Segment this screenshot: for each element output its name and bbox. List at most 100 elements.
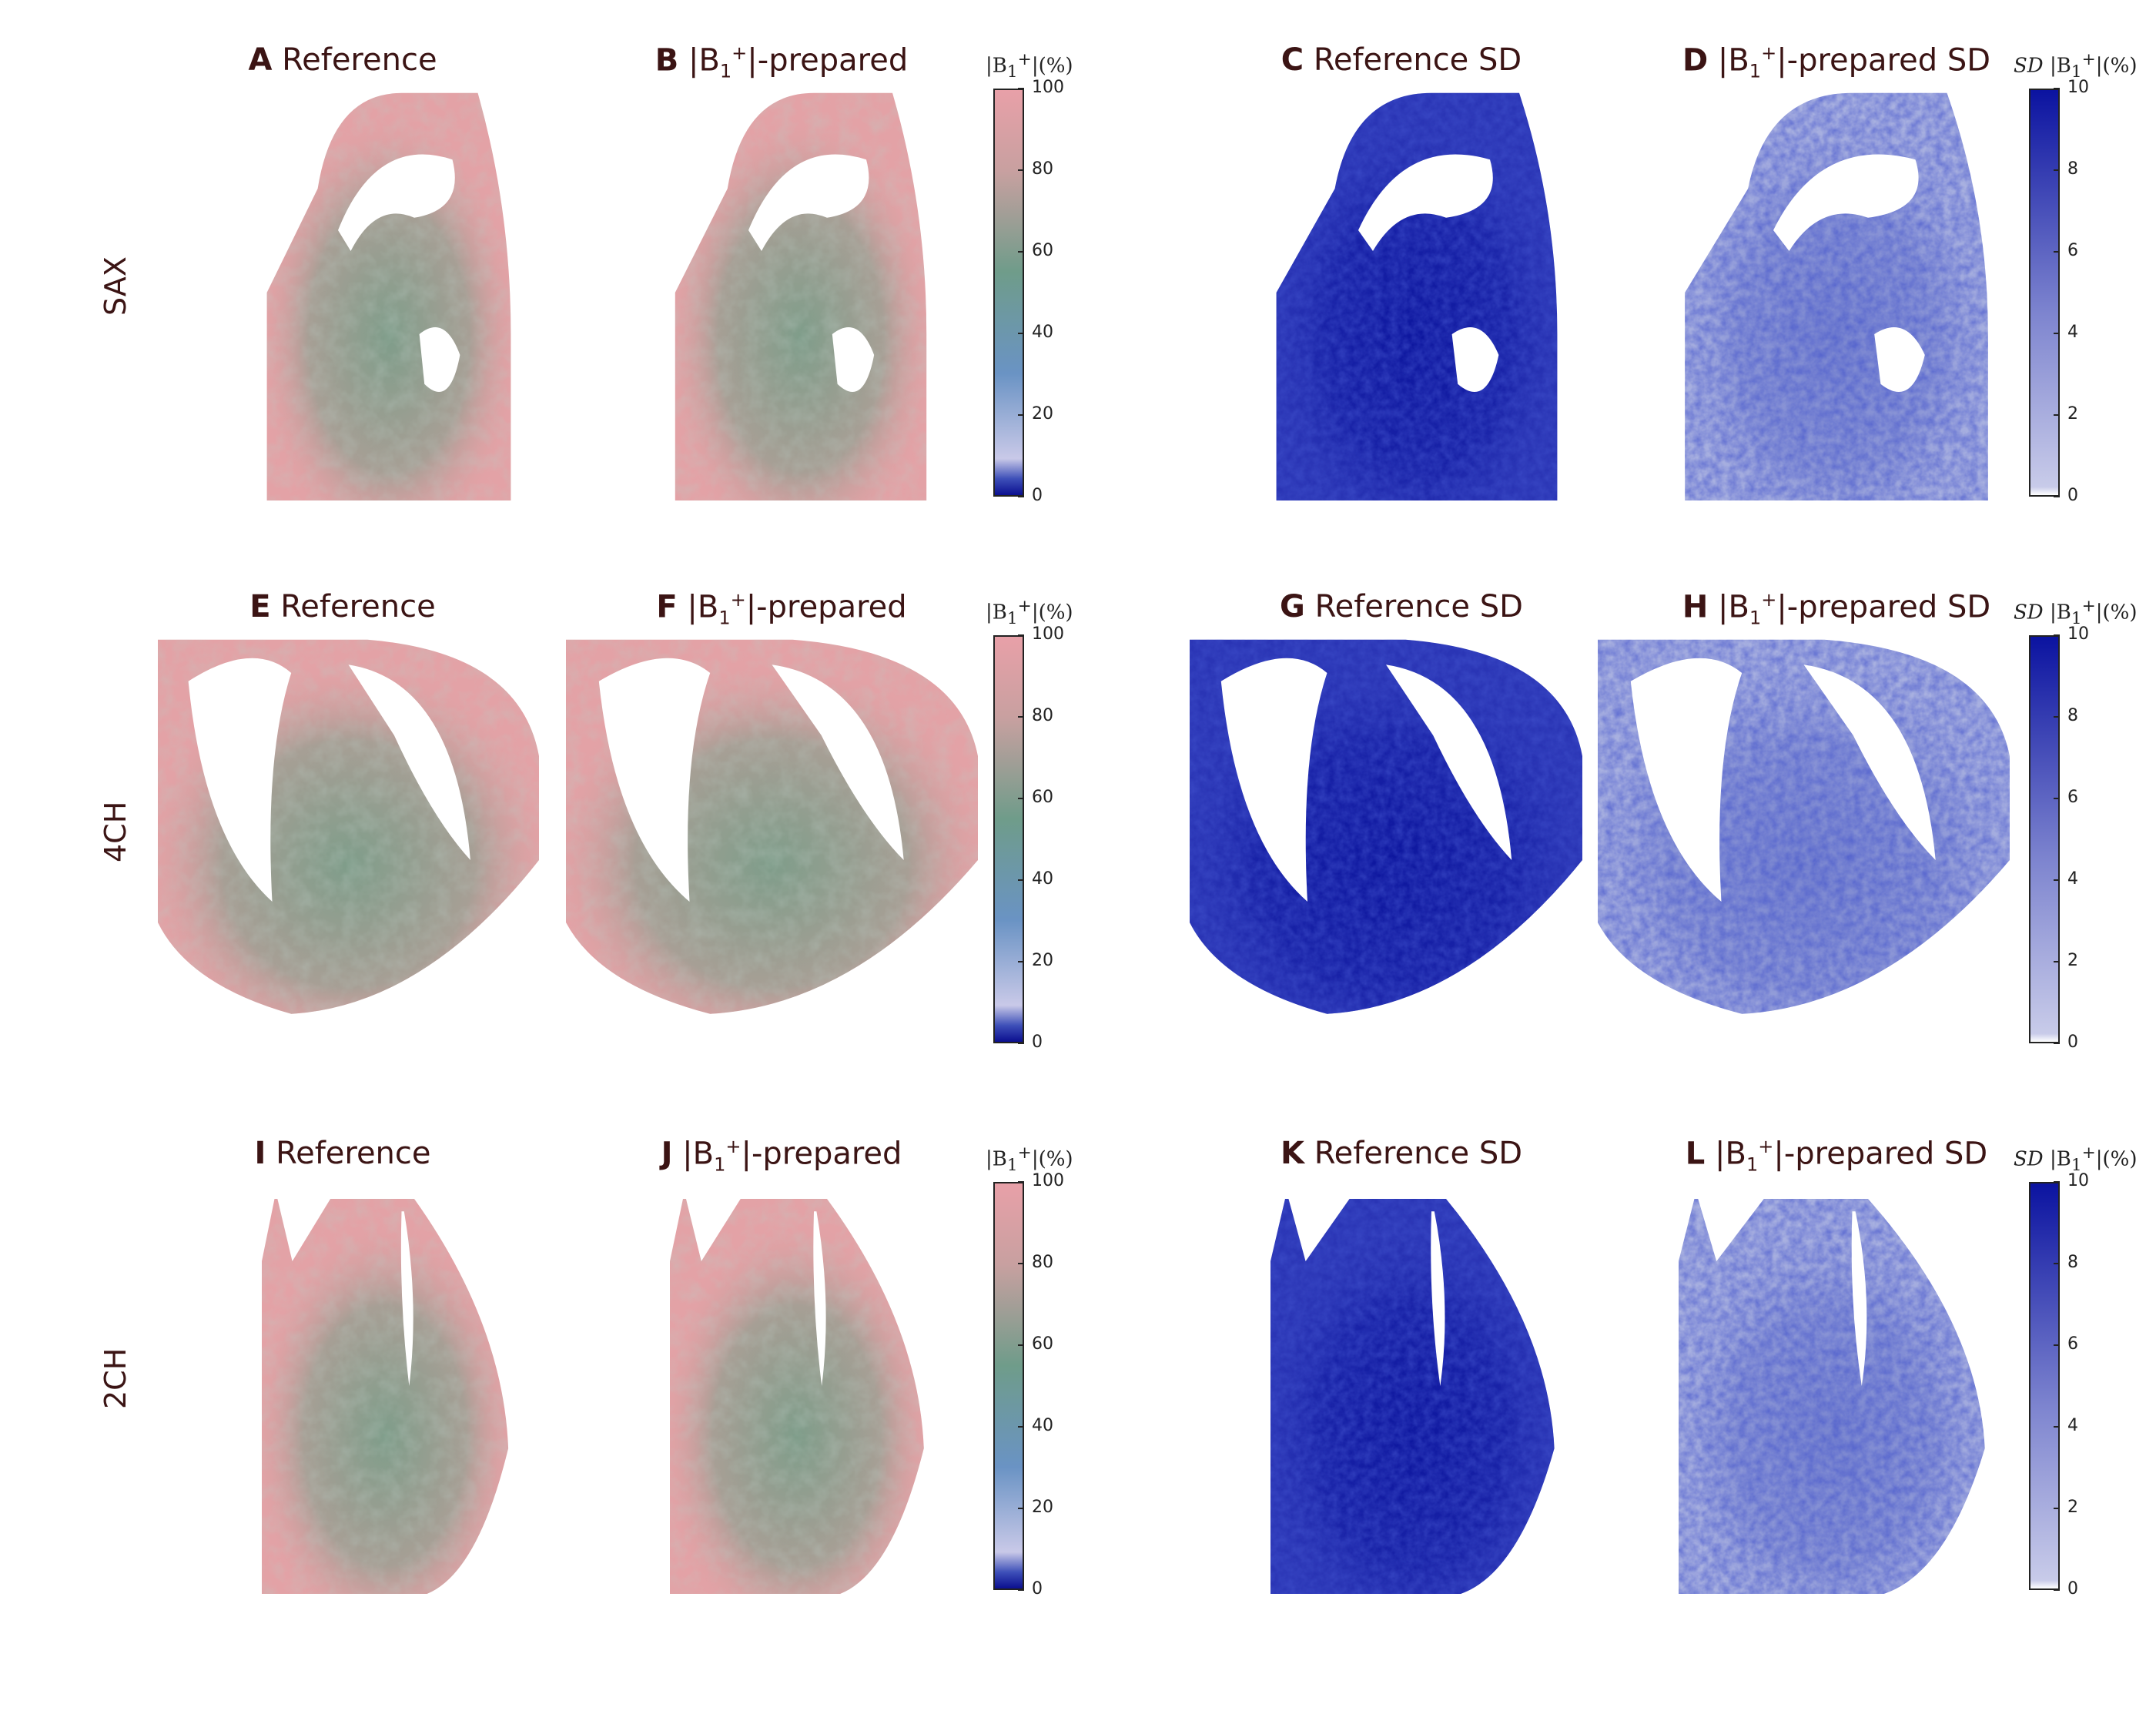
- colorbar-tick-label: 60: [1032, 1334, 1053, 1354]
- panel-title-post: |-prepared SD: [1773, 1136, 1988, 1172]
- colorbar-tick-label: 8: [2067, 706, 2078, 725]
- panel-title-pre: |B: [1717, 42, 1749, 79]
- panel-title-post: |-prepared: [741, 1136, 902, 1172]
- mri-image: [158, 631, 539, 1050]
- panel-title-pre: |B: [688, 42, 720, 79]
- panel-title-text: Reference SD: [1314, 589, 1523, 624]
- colorbar-tick-label: 2: [2067, 951, 2078, 970]
- panel-title-sup: +: [725, 1136, 742, 1157]
- panel-title: E Reference: [249, 589, 435, 624]
- colorbar-tickmark: [1018, 1344, 1024, 1346]
- colorbar-tickmark: [1018, 1181, 1024, 1183]
- b1-map-image: [266, 92, 511, 501]
- sd-map-image: [1270, 1186, 1555, 1594]
- colorbar-tickmark: [1018, 1263, 1024, 1264]
- colorbar-title-pre: |B: [2049, 601, 2071, 624]
- colorbar-tick-label: 10: [2067, 624, 2089, 644]
- colorbar-tick-label: 0: [1032, 1033, 1043, 1052]
- colorbar-tickmark: [1018, 496, 1024, 497]
- colorbar-tick-label: 4: [2067, 323, 2078, 342]
- colorbar-tick-label: 6: [2067, 788, 2078, 807]
- panel-title: L |B1+|-prepared SD: [1686, 1136, 1987, 1175]
- panel-title-sup: +: [730, 589, 746, 611]
- panel-letter: D: [1682, 42, 1709, 79]
- colorbar-tick-label: 0: [2067, 1579, 2078, 1598]
- colorbar-tickmark: [1018, 716, 1024, 718]
- panel-title: G Reference SD: [1280, 589, 1523, 624]
- panel-letter: K: [1280, 1136, 1304, 1171]
- colorbar-sd: [2029, 635, 2060, 1043]
- panel-title-post: |-prepared: [747, 42, 909, 79]
- panel-title: I Reference: [254, 1136, 430, 1171]
- mri-image: [1270, 85, 1563, 504]
- panel-title-text: Reference: [280, 589, 436, 624]
- colorbar-tickmark: [2054, 1508, 2060, 1509]
- panel-title-sub: 1: [1749, 60, 1762, 82]
- row-label: 4CH: [99, 801, 132, 862]
- panel-letter: B: [654, 42, 679, 79]
- colorbar-tickmark: [2054, 251, 2060, 253]
- panel-title: K Reference SD: [1281, 1136, 1522, 1171]
- colorbar-tick-label: 8: [2067, 159, 2078, 179]
- colorbar-tick-label: 100: [1032, 78, 1064, 97]
- panel-letter: H: [1682, 589, 1709, 625]
- panel-letter: E: [249, 589, 271, 624]
- colorbar-tickmark: [1018, 251, 1024, 253]
- colorbar-tickmark: [1018, 961, 1024, 962]
- panel-title-post: |-prepared SD: [1776, 42, 1991, 79]
- mri-image: [566, 631, 978, 1050]
- panel-letter: G: [1280, 589, 1305, 624]
- panel-title-pre: |B: [682, 1136, 715, 1172]
- panel-letter: A: [248, 42, 273, 78]
- sd-map-image: [1598, 639, 2010, 1014]
- b1-map-image: [675, 92, 927, 501]
- panel-title: D |B1+|-prepared SD: [1682, 42, 1990, 82]
- panel-letter: C: [1281, 42, 1304, 78]
- colorbar-tickmark: [2054, 1589, 2060, 1591]
- colorbar-title-post: |(%): [2095, 1147, 2138, 1171]
- panel-title-text: Reference SD: [1313, 42, 1522, 78]
- colorbar-tickmark: [2054, 716, 2060, 718]
- colorbar-title-post: |(%): [1031, 1147, 1073, 1171]
- colorbar-tickmark: [2054, 414, 2060, 416]
- row-label: SAX: [99, 256, 132, 316]
- colorbar-tickmark: [2054, 961, 2060, 962]
- panel-title-text: Reference: [282, 42, 437, 78]
- colorbar-tickmark: [2054, 496, 2060, 497]
- colorbar-tick-label: 20: [1032, 951, 1053, 970]
- colorbar-tick-label: 6: [2067, 1334, 2078, 1354]
- colorbar-title: |B1+|(%): [986, 597, 1073, 628]
- panel-title-sub: 1: [719, 60, 732, 82]
- colorbar-tickmark: [1018, 879, 1024, 881]
- colorbar-title-sup: +: [1017, 50, 1032, 69]
- colorbar-tick-label: 100: [1032, 624, 1064, 644]
- colorbar-title-post: |(%): [2095, 601, 2138, 624]
- sd-map-image: [1190, 639, 1582, 1014]
- panel-title-pre: |B: [1718, 589, 1749, 625]
- colorbar-tick-label: 10: [2067, 1171, 2089, 1190]
- colorbar-title-sub: 1: [2071, 608, 2082, 628]
- colorbar-tickmark: [2054, 634, 2060, 636]
- row-label: 2CH: [99, 1347, 132, 1409]
- colorbar-title-sub: 1: [1006, 608, 1018, 628]
- colorbar-title-pre: |B: [986, 54, 1007, 78]
- colorbar-tickmark: [2054, 88, 2060, 89]
- colorbar-title-post: |(%): [2095, 54, 2138, 78]
- panel-title-sup: +: [1761, 42, 1777, 64]
- colorbar-title-pre: |B: [2049, 54, 2071, 78]
- panel-title-sub: 1: [1746, 1153, 1759, 1176]
- colorbar-title-sup: +: [1017, 597, 1032, 616]
- mri-image: [1598, 631, 2010, 1050]
- panel-title: F |B1+|-prepared: [656, 589, 906, 628]
- b1-map-image: [566, 639, 978, 1014]
- mri-image: [262, 85, 516, 504]
- colorbar-tick-label: 2: [2067, 404, 2078, 423]
- colorbar-title-sup: +: [2081, 597, 2096, 616]
- panel-title: J |B1+|-prepared: [661, 1136, 902, 1175]
- colorbar-tick-label: 80: [1032, 706, 1053, 725]
- colorbar-tickmark: [1018, 1043, 1024, 1044]
- colorbar-tickmark: [2054, 169, 2060, 171]
- panel-title: H |B1+|-prepared SD: [1682, 589, 1990, 628]
- colorbar-tick-label: 4: [2067, 1416, 2078, 1435]
- panel-title-sub: 1: [1749, 607, 1762, 629]
